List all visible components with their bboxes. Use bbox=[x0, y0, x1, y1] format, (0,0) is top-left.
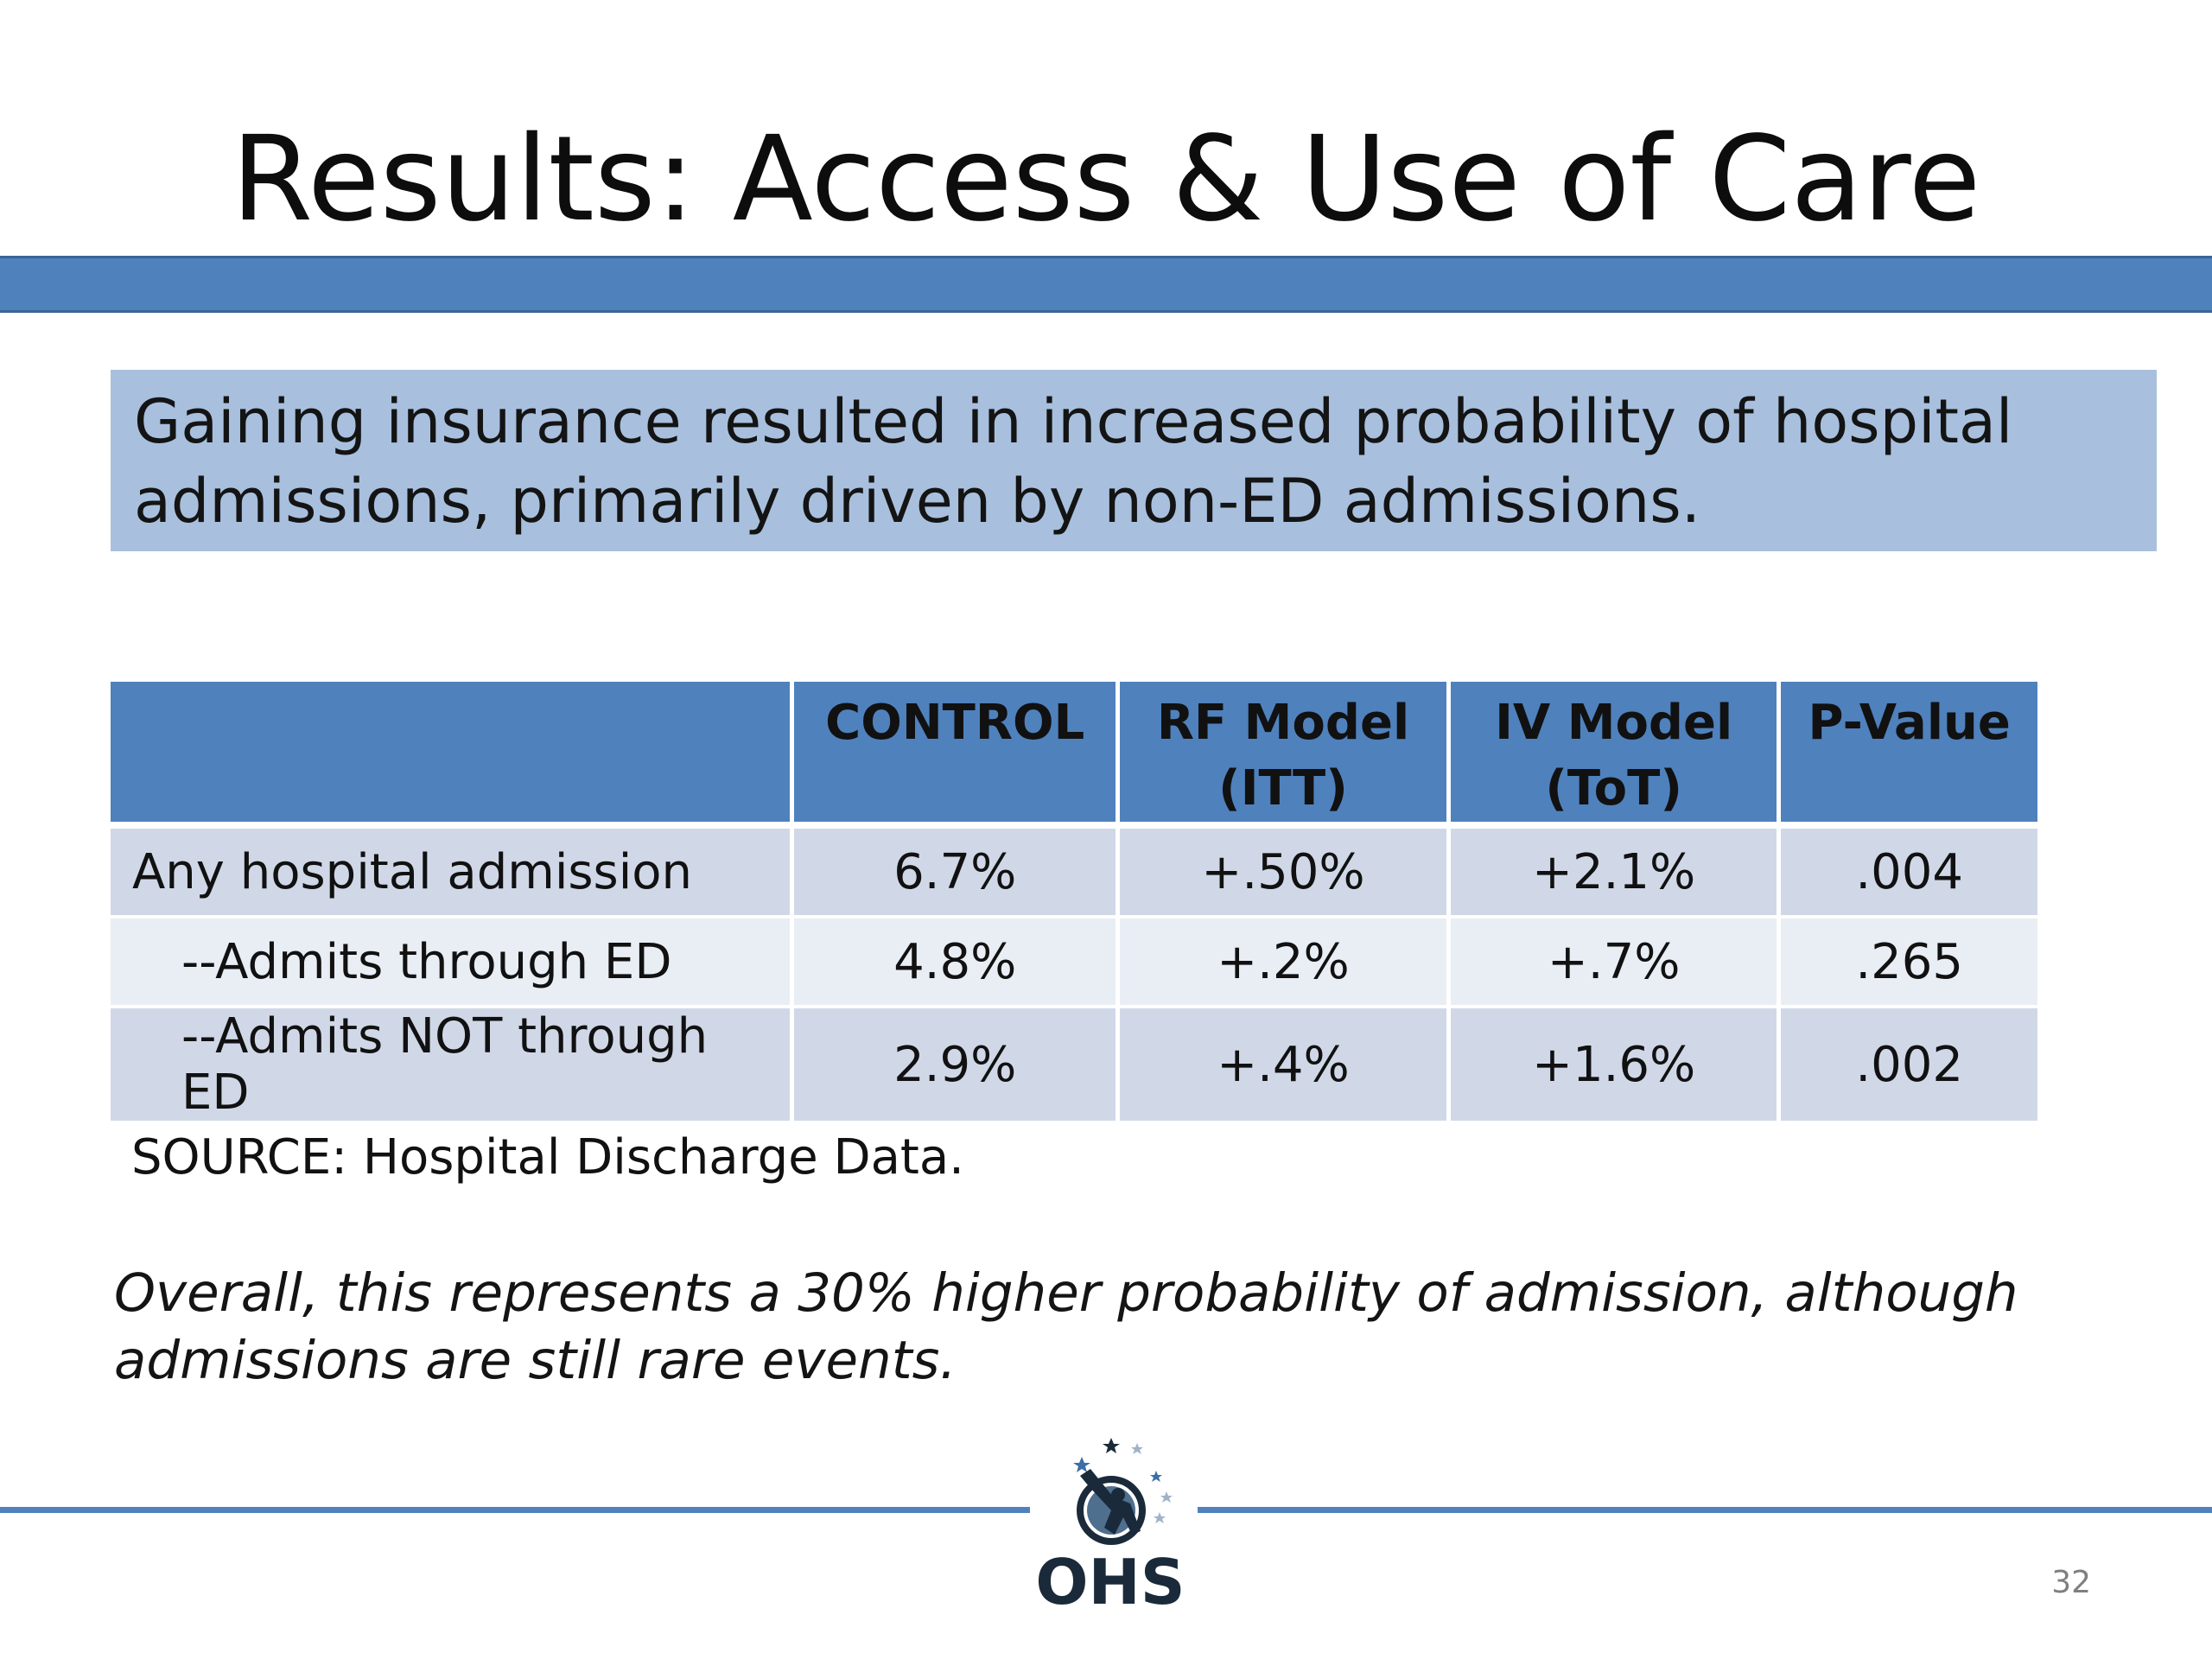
table-header-row: CONTROL RF Model (ITT) IV Model (ToT) P-… bbox=[111, 682, 2037, 829]
table-row: --Admits through ED 4.8% +.2% +.7% .265 bbox=[111, 918, 2037, 1008]
slide-title: Results: Access & Use of Care bbox=[231, 111, 1981, 248]
cell-rf-model: +.4% bbox=[1120, 1008, 1446, 1124]
cell-control: 2.9% bbox=[794, 1008, 1116, 1124]
source-note: SOURCE: Hospital Discharge Data. bbox=[131, 1129, 964, 1185]
cell-iv-model: +1.6% bbox=[1450, 1008, 1777, 1124]
footer-rule-right bbox=[1198, 1507, 2212, 1513]
key-finding-callout: Gaining insurance resulted in increased … bbox=[111, 370, 2157, 551]
header-line: (ToT) bbox=[1545, 760, 1682, 817]
summary-line: Overall, this represents a 30% higher pr… bbox=[114, 1262, 2018, 1324]
header-cell-label bbox=[111, 682, 791, 829]
footer-rule-left bbox=[0, 1507, 1030, 1513]
title-underline-bar bbox=[0, 256, 2212, 313]
cell-control: 6.7% bbox=[794, 829, 1116, 918]
cell-rf-model: +.2% bbox=[1120, 918, 1446, 1008]
logo-text: OHS bbox=[1035, 1546, 1185, 1618]
table-row: --Admits NOT through ED 2.9% +.4% +1.6% … bbox=[111, 1008, 2037, 1124]
page-number: 32 bbox=[2051, 1565, 2091, 1600]
cell-p-value: .002 bbox=[1781, 1008, 2037, 1124]
header-cell-control: CONTROL bbox=[794, 682, 1116, 829]
header-line: IV Model bbox=[1495, 695, 1733, 751]
cell-iv-model: +2.1% bbox=[1450, 829, 1777, 918]
row-label: --Admits NOT through ED bbox=[111, 1008, 791, 1124]
header-line: (ITT) bbox=[1218, 760, 1348, 817]
header-cell-rf-model: RF Model (ITT) bbox=[1120, 682, 1446, 829]
summary-line: admissions are still rare events. bbox=[114, 1330, 957, 1391]
header-cell-iv-model: IV Model (ToT) bbox=[1450, 682, 1777, 829]
results-table: CONTROL RF Model (ITT) IV Model (ToT) P-… bbox=[106, 682, 2042, 1124]
row-label: --Admits through ED bbox=[111, 918, 791, 1008]
row-label: Any hospital admission bbox=[111, 829, 791, 918]
cell-iv-model: +.7% bbox=[1450, 918, 1777, 1008]
summary-note: Overall, this represents a 30% higher pr… bbox=[114, 1260, 2018, 1395]
cell-rf-model: +.50% bbox=[1120, 829, 1446, 918]
cell-control: 4.8% bbox=[794, 918, 1116, 1008]
table-row: Any hospital admission 6.7% +.50% +2.1% … bbox=[111, 829, 2037, 918]
header-cell-p-value: P-Value bbox=[1781, 682, 2037, 829]
cell-p-value: .004 bbox=[1781, 829, 2037, 918]
callout-line: Gaining insurance resulted in increased … bbox=[134, 386, 2013, 457]
header-line: RF Model bbox=[1156, 695, 1410, 751]
callout-line: admissions, primarily driven by non-ED a… bbox=[134, 466, 1700, 537]
ohs-logo-icon bbox=[1073, 1438, 1173, 1545]
cell-p-value: .265 bbox=[1781, 918, 2037, 1008]
